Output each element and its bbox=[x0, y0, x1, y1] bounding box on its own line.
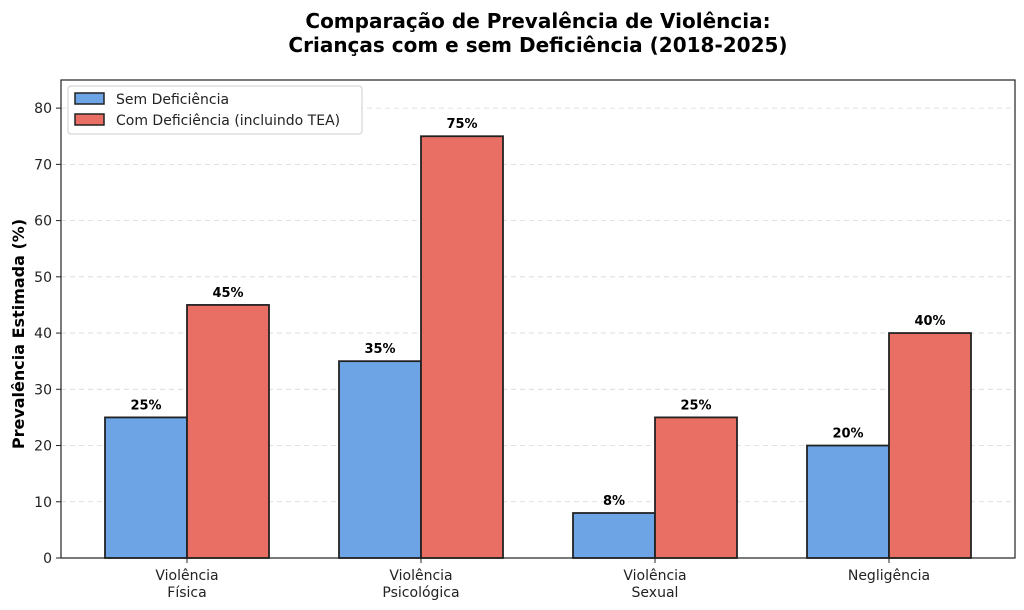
data-label: 40% bbox=[914, 314, 945, 329]
bar-sem-deficiencia bbox=[806, 444, 890, 559]
legend-label: Sem Deficiência bbox=[116, 92, 229, 108]
data-label: 45% bbox=[212, 286, 243, 301]
y-tick-label: 50 bbox=[34, 270, 52, 286]
y-axis: 0 10 20 30 40 50 60 70 80 bbox=[34, 101, 61, 567]
data-label: 20% bbox=[832, 427, 863, 442]
data-label: 75% bbox=[446, 117, 477, 132]
y-tick-label: 80 bbox=[34, 101, 52, 117]
y-tick-label: 20 bbox=[34, 439, 52, 455]
y-tick-label: 30 bbox=[34, 382, 52, 398]
bar-sem-deficiencia bbox=[338, 360, 422, 559]
bar-com-deficiencia bbox=[888, 332, 972, 559]
x-tick-label: Sexual bbox=[632, 585, 679, 601]
chart-title-line-2: Crianças com e sem Deficiência (2018-202… bbox=[288, 33, 787, 57]
data-label: 25% bbox=[680, 398, 711, 413]
bar-com-deficiencia bbox=[654, 416, 738, 559]
bars bbox=[104, 135, 972, 559]
bar-com-deficiencia bbox=[420, 135, 504, 559]
chart-title-line-1: Comparação de Prevalência de Violência: bbox=[305, 9, 770, 33]
plot-frame bbox=[60, 79, 1016, 559]
y-tick-label: 10 bbox=[34, 495, 52, 511]
chart-title: Comparação de Prevalência de Violência: … bbox=[288, 9, 787, 57]
x-tick-label: Violência bbox=[623, 568, 686, 584]
bar-sem-deficiencia bbox=[572, 512, 656, 559]
x-tick-label: Física bbox=[167, 585, 206, 601]
x-tick-label: Violência bbox=[389, 568, 452, 584]
y-tick-label: 70 bbox=[34, 157, 52, 173]
y-tick-label: 0 bbox=[43, 551, 52, 567]
data-label: 35% bbox=[364, 342, 395, 357]
y-tick-label: 60 bbox=[34, 214, 52, 230]
data-label: 8% bbox=[603, 494, 625, 509]
y-tick-label: 40 bbox=[34, 326, 52, 342]
data-label: 25% bbox=[130, 398, 161, 413]
x-tick-label: Violência bbox=[155, 568, 218, 584]
bar-sem-deficiencia bbox=[104, 416, 188, 559]
data-labels: 25% 35% 8% 20% 45% 75% 25% 40% bbox=[130, 117, 945, 509]
legend-swatch bbox=[74, 113, 105, 126]
legend-swatch bbox=[74, 92, 105, 105]
legend-box bbox=[67, 85, 363, 135]
bar-com-deficiencia bbox=[186, 304, 270, 559]
x-axis: ViolênciaFísicaViolênciaPsicológicaViolê… bbox=[155, 558, 930, 601]
x-tick-label: Negligência bbox=[848, 568, 930, 584]
legend: Sem Deficiência Com Deficiência (incluind… bbox=[67, 85, 363, 135]
legend-label: Com Deficiência (incluindo TEA) bbox=[116, 113, 340, 129]
x-tick-label: Psicológica bbox=[382, 585, 459, 601]
y-axis-label: Prevalência Estimada (%) bbox=[9, 219, 28, 449]
